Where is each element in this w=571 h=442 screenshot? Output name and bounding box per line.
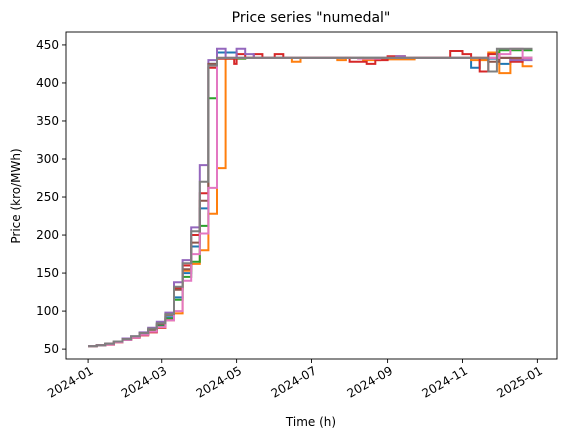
y-tick-label: 400 — [36, 76, 59, 90]
y-axis-label: Price (kro/MWh) — [9, 148, 23, 243]
series-line-7 — [88, 47, 533, 348]
y-tick-label: 450 — [36, 38, 59, 52]
y-tick-label: 100 — [36, 304, 59, 318]
series-line-6 — [88, 56, 533, 348]
series-line-1 — [88, 51, 533, 348]
series-layer — [88, 47, 533, 348]
series-line-3 — [88, 49, 533, 348]
x-tick-label: 2024-03 — [119, 363, 169, 400]
y-tick-label: 150 — [36, 266, 59, 280]
series-line-5 — [88, 47, 533, 348]
plot-frame — [65, 31, 558, 360]
y-tick-label: 300 — [36, 152, 59, 166]
series-line-8 — [88, 47, 533, 348]
x-tick-label: 2024-09 — [345, 363, 395, 400]
y-tick-label: 200 — [36, 228, 59, 242]
series-line-4 — [88, 50, 533, 348]
y-tick-label: 50 — [44, 342, 59, 356]
y-tick-label: 250 — [36, 190, 59, 204]
x-tick-label: 2025-01 — [494, 363, 544, 400]
x-tick-label: 2024-07 — [269, 363, 319, 400]
x-tick-label: 2024-01 — [45, 363, 95, 400]
chart-title: Price series "numedal" — [232, 10, 391, 26]
x-tick-label: 2024-05 — [194, 363, 244, 400]
x-axis-label: Time (h) — [285, 415, 336, 429]
y-tick-label: 350 — [36, 114, 59, 128]
x-tick-label: 2024-11 — [420, 363, 470, 400]
series-line-2 — [88, 51, 533, 348]
